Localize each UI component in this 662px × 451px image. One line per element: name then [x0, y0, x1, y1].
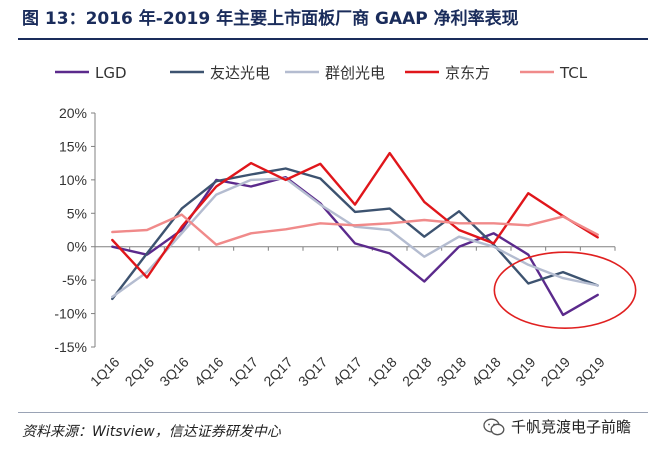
legend-label: 友达光电	[210, 64, 270, 82]
series-line	[111, 151, 599, 279]
y-axis: -15% -10% -5% 0% 5% 10% 15% 20%	[54, 105, 96, 355]
highlight-ellipse	[493, 251, 637, 329]
x-tick-label: 2Q16	[122, 354, 158, 390]
x-tick-label: 1Q18	[364, 354, 400, 390]
wechat-icon	[483, 418, 505, 435]
chart-title: 图 13：2016 年-2019 年主要上市面板厂商 GAAP 净利率表现	[22, 9, 519, 29]
watermark: 千帆竞渡电子前瞻	[483, 416, 631, 437]
y-tick-label: 15%	[59, 138, 87, 154]
x-tick-label: 2Q18	[399, 354, 435, 390]
legend: LGD 友达光电 群创光电 京东方 TCL	[55, 64, 588, 82]
y-tick-label: 10%	[59, 172, 87, 188]
legend-label: LGD	[95, 64, 127, 82]
series-line	[111, 167, 599, 301]
x-tick-label: 1Q17	[226, 354, 262, 390]
x-tick-label: 3Q19	[572, 354, 608, 390]
footer-divider	[18, 412, 648, 413]
legend-label: 京东方	[445, 64, 490, 82]
watermark-text: 千帆竞渡电子前瞻	[511, 418, 632, 436]
x-tick-label: 3Q18	[434, 354, 470, 390]
x-tick-label: 4Q18	[468, 354, 504, 390]
y-tick-label: 5%	[67, 205, 87, 221]
legend-label: 群创光电	[325, 64, 385, 82]
x-tick-label: 1Q16	[87, 354, 123, 390]
legend-label: TCL	[559, 64, 588, 82]
y-tick-label: -5%	[62, 272, 87, 288]
x-tick-label: 4Q17	[330, 354, 366, 390]
x-tick-label: 4Q16	[191, 354, 227, 390]
line-chart: LGD 友达光电 群创光电 京东方 TCL -15% -10% -5% 0% 5% 10% 15% 2…	[54, 64, 637, 390]
series-line	[111, 213, 599, 246]
y-tick-label: -15%	[54, 339, 87, 355]
x-tick-label: 2Q17	[260, 354, 296, 390]
title-divider	[18, 38, 648, 40]
y-tick-label: -10%	[54, 306, 87, 322]
y-tick-label: 0%	[67, 239, 87, 255]
annotation-layer	[493, 251, 637, 329]
x-tick-label: 1Q19	[503, 354, 539, 390]
x-tick-label: 3Q17	[295, 354, 331, 390]
series-lines	[111, 151, 599, 317]
source-note: 资料来源：Witsview，信达证券研发中心	[22, 424, 281, 440]
series-line	[111, 177, 599, 299]
x-tick-label: 2Q19	[538, 354, 574, 390]
x-tick-label: 3Q16	[156, 354, 192, 390]
y-tick-label: 20%	[59, 105, 87, 121]
